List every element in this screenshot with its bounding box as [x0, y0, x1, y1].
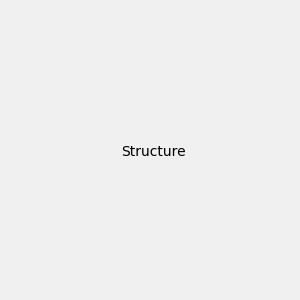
Text: Structure: Structure [122, 145, 186, 158]
